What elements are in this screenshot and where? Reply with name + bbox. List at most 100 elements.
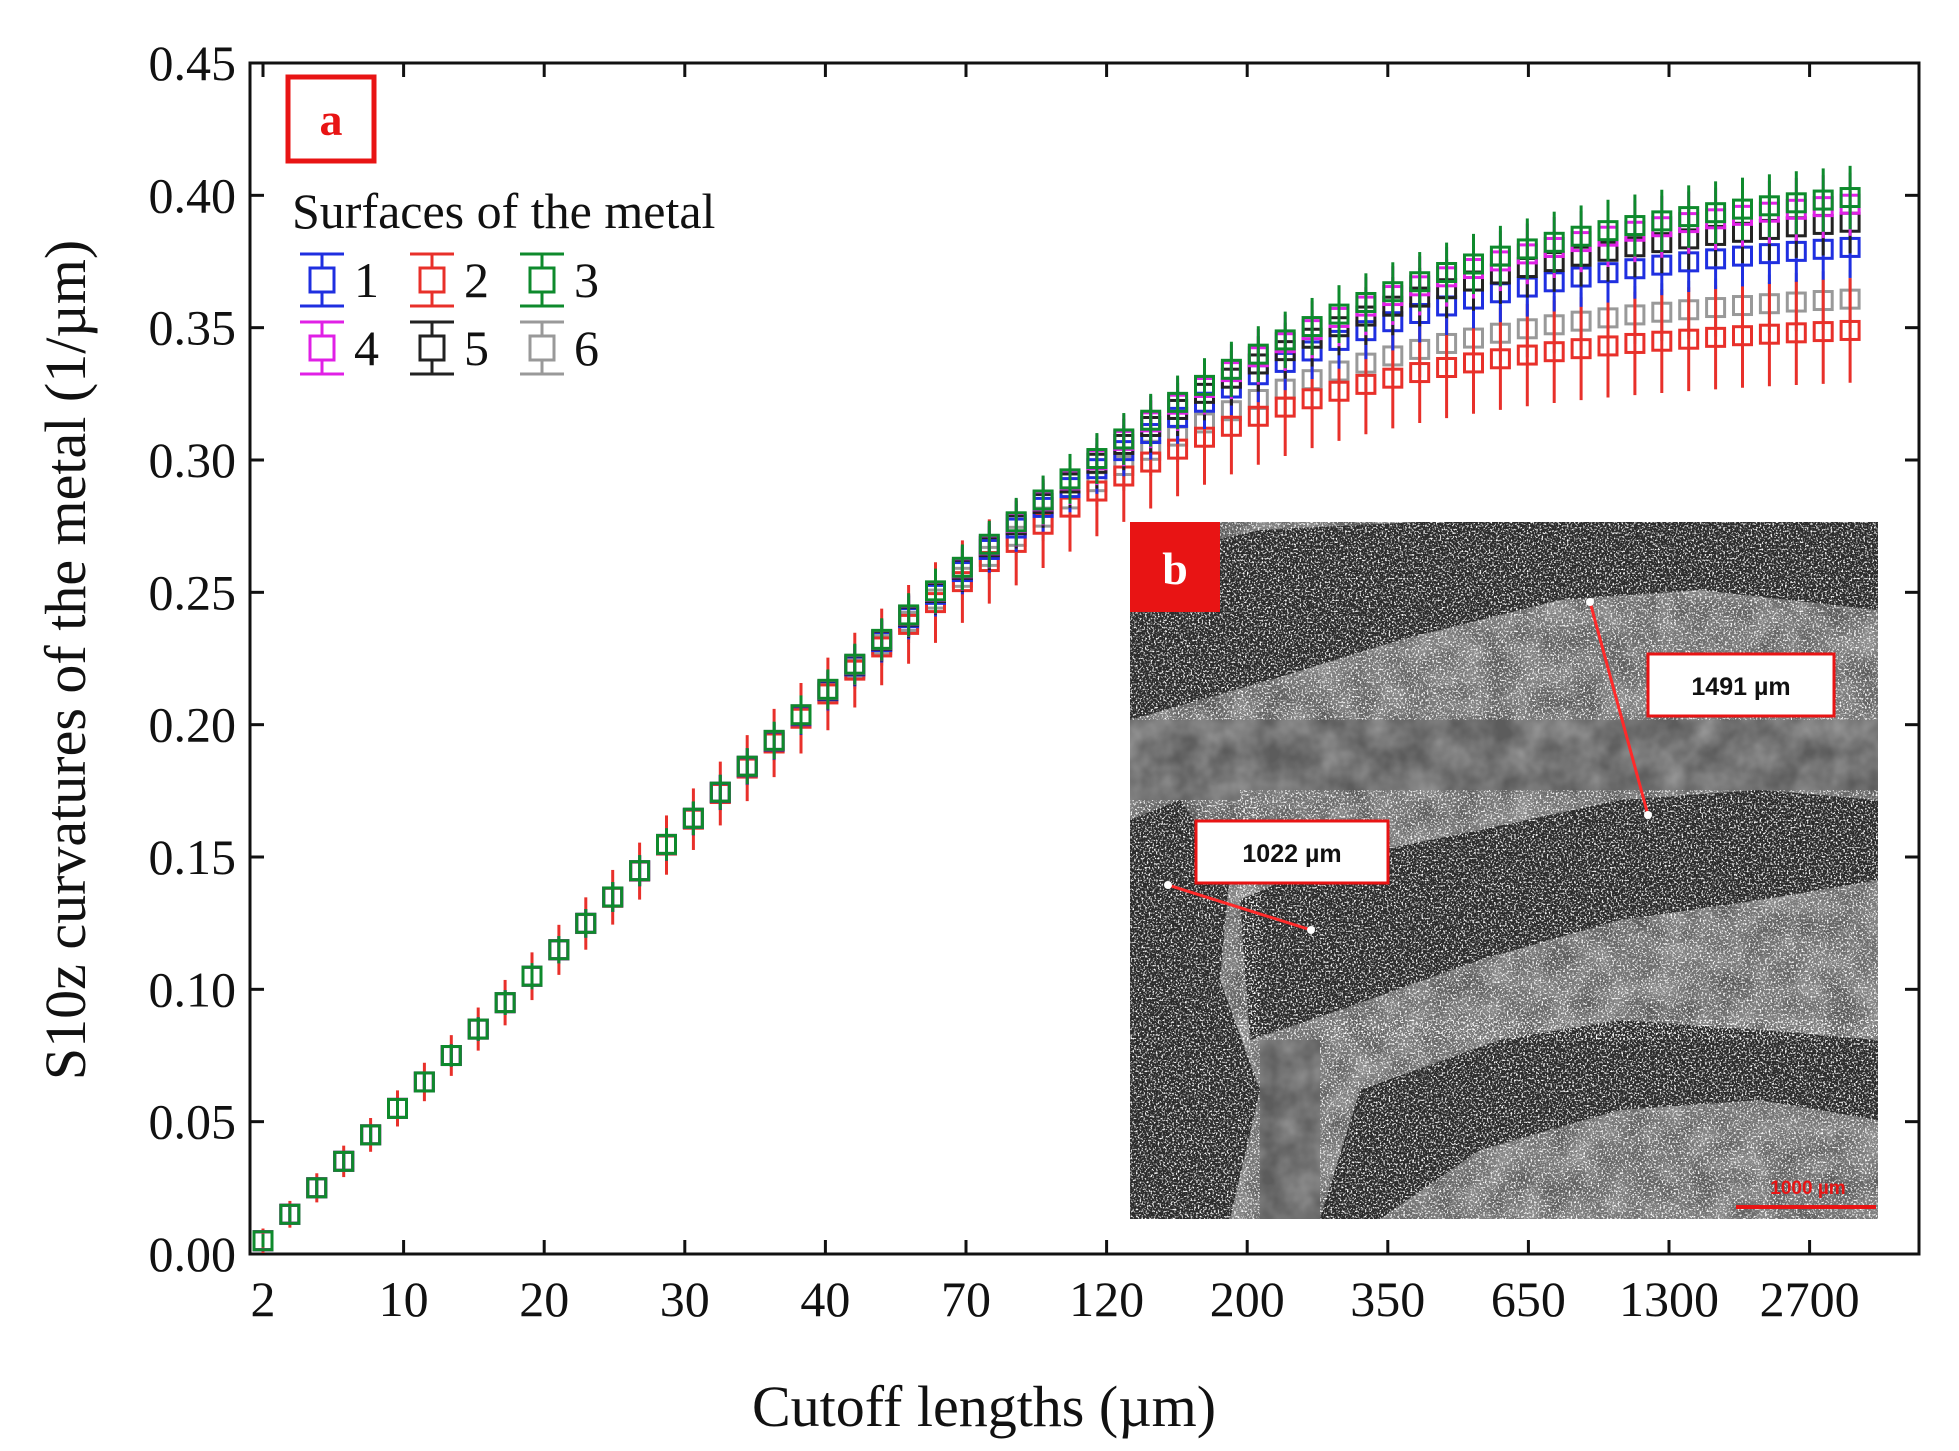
- y-tick-label: 0.30: [149, 432, 237, 488]
- data-point: [1489, 348, 1511, 370]
- measure-point: [1164, 881, 1172, 889]
- legend-marker: [418, 334, 446, 362]
- data-point: [1758, 195, 1780, 217]
- legend: 1 2 3 4 5 6: [300, 252, 599, 376]
- legend-marker: [528, 334, 556, 362]
- measure-point: [1586, 598, 1594, 606]
- data-point: [1597, 335, 1619, 357]
- data-point: [1328, 303, 1350, 325]
- data-point: [682, 807, 704, 829]
- data-point: [1516, 344, 1538, 366]
- x-tick-label: 30: [660, 1271, 710, 1327]
- data-point: [360, 1124, 382, 1146]
- data-point: [1570, 338, 1592, 360]
- data-point: [1274, 329, 1296, 351]
- data-point: [1624, 332, 1646, 354]
- legend-entry-3: 3: [520, 252, 599, 308]
- data-point: [1651, 210, 1673, 232]
- legend-marker: [308, 334, 336, 362]
- data-point: [1463, 352, 1484, 374]
- legend-marker: [528, 266, 556, 294]
- legend-marker: [418, 266, 446, 294]
- y-axis-title: S10z curvatures of the metal (1/µm): [33, 240, 98, 1080]
- data-point: [763, 729, 785, 751]
- data-point: [1489, 245, 1511, 267]
- legend-entry-5: 5: [410, 320, 489, 376]
- x-tick-label: 70: [941, 1271, 991, 1327]
- data-point: [925, 580, 946, 602]
- data-point: [279, 1203, 301, 1225]
- inset-micrograph: 1491 µm 1022 µm 1000 µm b: [1130, 522, 1878, 1219]
- plot-frame: [248, 61, 1921, 1256]
- data-point: [1570, 225, 1592, 247]
- data-point: [1436, 356, 1458, 378]
- data-point: [1301, 388, 1323, 410]
- data-point: [1705, 326, 1727, 348]
- data-point: [978, 533, 1000, 555]
- data-point: [1247, 405, 1269, 427]
- data-point: [1678, 328, 1700, 350]
- data-point: [629, 860, 651, 882]
- data-point: [306, 1177, 328, 1199]
- data-point: [1436, 261, 1458, 283]
- callout-1491-label: 1491 µm: [1691, 673, 1790, 701]
- x-tick-label: 1300: [1619, 1271, 1719, 1327]
- data-point: [1274, 396, 1296, 418]
- data-point: [1140, 409, 1162, 431]
- data-point: [1812, 189, 1834, 211]
- legend-entry-1: 1: [300, 252, 379, 308]
- legend-entry-2: 2: [410, 252, 489, 308]
- grain-boundary-sparkle: [1130, 522, 1878, 1219]
- legend-entry-4: 4: [300, 320, 379, 376]
- data-point: [387, 1097, 408, 1119]
- data-point: [1194, 374, 1215, 396]
- y-tick-label: 0.20: [149, 697, 237, 753]
- legend-label: 6: [574, 320, 599, 376]
- data-point: [1705, 202, 1727, 224]
- x-tick-label: 350: [1350, 1271, 1425, 1327]
- data-series: [252, 165, 1861, 1253]
- data-point: [1651, 330, 1673, 352]
- data-point: [1785, 192, 1807, 214]
- data-point: [467, 1018, 489, 1040]
- data-point: [1032, 489, 1054, 511]
- data-point: [1059, 468, 1081, 490]
- data-point: [1463, 253, 1484, 275]
- data-point: [1812, 321, 1834, 343]
- data-point: [1113, 428, 1135, 450]
- data-point: [1247, 343, 1269, 365]
- data-point: [1355, 291, 1377, 313]
- data-point: [1597, 220, 1619, 242]
- data-point: [656, 833, 677, 855]
- y-tick-label: 0.25: [149, 564, 237, 620]
- x-axis: 2 10 20 30 40 70 120 200 350 650 1300 2700: [251, 63, 1860, 1327]
- data-point: [548, 939, 570, 961]
- data-point: [1516, 238, 1538, 260]
- data-point: [440, 1045, 462, 1067]
- data-point: [252, 1230, 274, 1252]
- y-tick-label: 0.45: [149, 35, 237, 91]
- x-tick-label: 20: [519, 1271, 569, 1327]
- x-tick-label: 650: [1491, 1271, 1566, 1327]
- legend-label: 2: [464, 252, 489, 308]
- x-tick-label: 120: [1069, 1271, 1144, 1327]
- legend-marker: [308, 266, 336, 294]
- callout-1022-box: [1194, 819, 1390, 885]
- data-point: [1409, 362, 1431, 384]
- data-point: [1328, 380, 1350, 402]
- data-point: [790, 704, 812, 726]
- legend-title: Surfaces of the metal: [292, 183, 715, 239]
- data-point: [333, 1150, 355, 1172]
- panel-a-box: [285, 74, 377, 164]
- x-tick-label: 2700: [1760, 1271, 1860, 1327]
- data-point: [871, 628, 893, 650]
- x-axis-title: Cutoff lengths (µm): [752, 1374, 1216, 1439]
- x-tick-label: 10: [379, 1271, 429, 1327]
- data-point: [1543, 231, 1565, 253]
- legend-label: 1: [354, 252, 379, 308]
- scale-bar-label: 1000 µm: [1770, 1178, 1845, 1199]
- callout-1491-box: [1646, 652, 1836, 718]
- data-point: [1005, 511, 1027, 533]
- legend-label: 3: [574, 252, 599, 308]
- series-3: [252, 165, 1861, 1252]
